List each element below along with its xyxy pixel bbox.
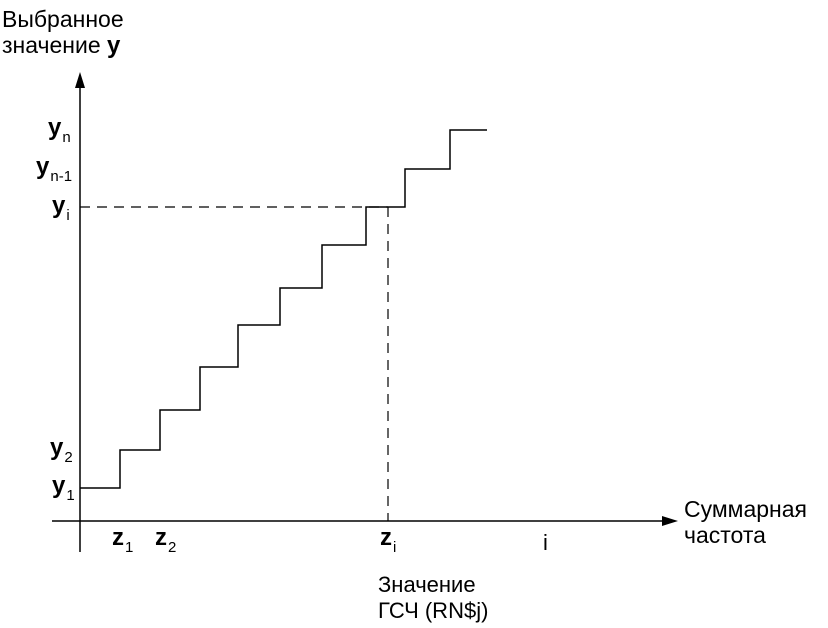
y-axis-title-line2: значение y: [2, 32, 124, 59]
y-tick-y2-sub: 2: [64, 449, 73, 466]
y-tick-y2-var: y: [50, 434, 64, 461]
step-function-line: [80, 129, 487, 489]
index-label: i: [543, 530, 548, 555]
bottom-caption-line2: ГСЧ (RN$j): [378, 598, 489, 623]
y-tick-yi-var: y: [52, 192, 66, 219]
y-axis-title: Выбранное значение y: [2, 6, 124, 59]
y-tick-yi: yi: [52, 192, 70, 224]
x-tick-zi-var: z: [380, 524, 392, 551]
y-axis-title-word: значение: [2, 32, 101, 58]
y-tick-yn-var: y: [48, 114, 62, 141]
x-tick-zi-sub: i: [393, 539, 397, 556]
y-tick-y2: y2: [50, 434, 73, 466]
y-axis-title-line1: Выбранное: [2, 6, 124, 32]
y-tick-y1: y1: [52, 472, 75, 504]
x-tick-z1-var: z: [112, 524, 124, 551]
y-tick-yn-sub: n: [62, 129, 71, 146]
y-tick-yn-1: yn-1: [36, 153, 73, 185]
bottom-caption-line1: Значение: [378, 572, 476, 597]
bottom-caption: Значение ГСЧ (RN$j): [378, 572, 488, 624]
x-axis-title: Суммарная частота: [684, 496, 807, 548]
y-tick-yi-sub: i: [66, 207, 70, 224]
x-tick-z2: z2: [155, 524, 177, 556]
x-tick-z1: z1: [112, 524, 134, 556]
x-tick-z2-sub: 2: [168, 539, 177, 556]
y-axis-arrowhead: [75, 72, 85, 88]
x-axis-title-line1: Суммарная: [684, 496, 808, 522]
x-tick-z1-sub: 1: [125, 539, 134, 556]
x-tick-z2-var: z: [155, 524, 167, 551]
y-tick-yn-1-var: y: [36, 153, 50, 180]
y-tick-yn: yn: [48, 114, 71, 146]
y-axis-title-variable: y: [107, 32, 121, 59]
y-tick-y1-sub: 1: [66, 487, 75, 504]
x-axis-title-line2: частота: [684, 522, 766, 548]
x-tick-zi: zi: [380, 524, 397, 556]
x-axis-arrowhead: [662, 516, 678, 526]
y-tick-yn-1-sub: n-1: [50, 168, 73, 185]
y-tick-y1-var: y: [52, 472, 66, 499]
